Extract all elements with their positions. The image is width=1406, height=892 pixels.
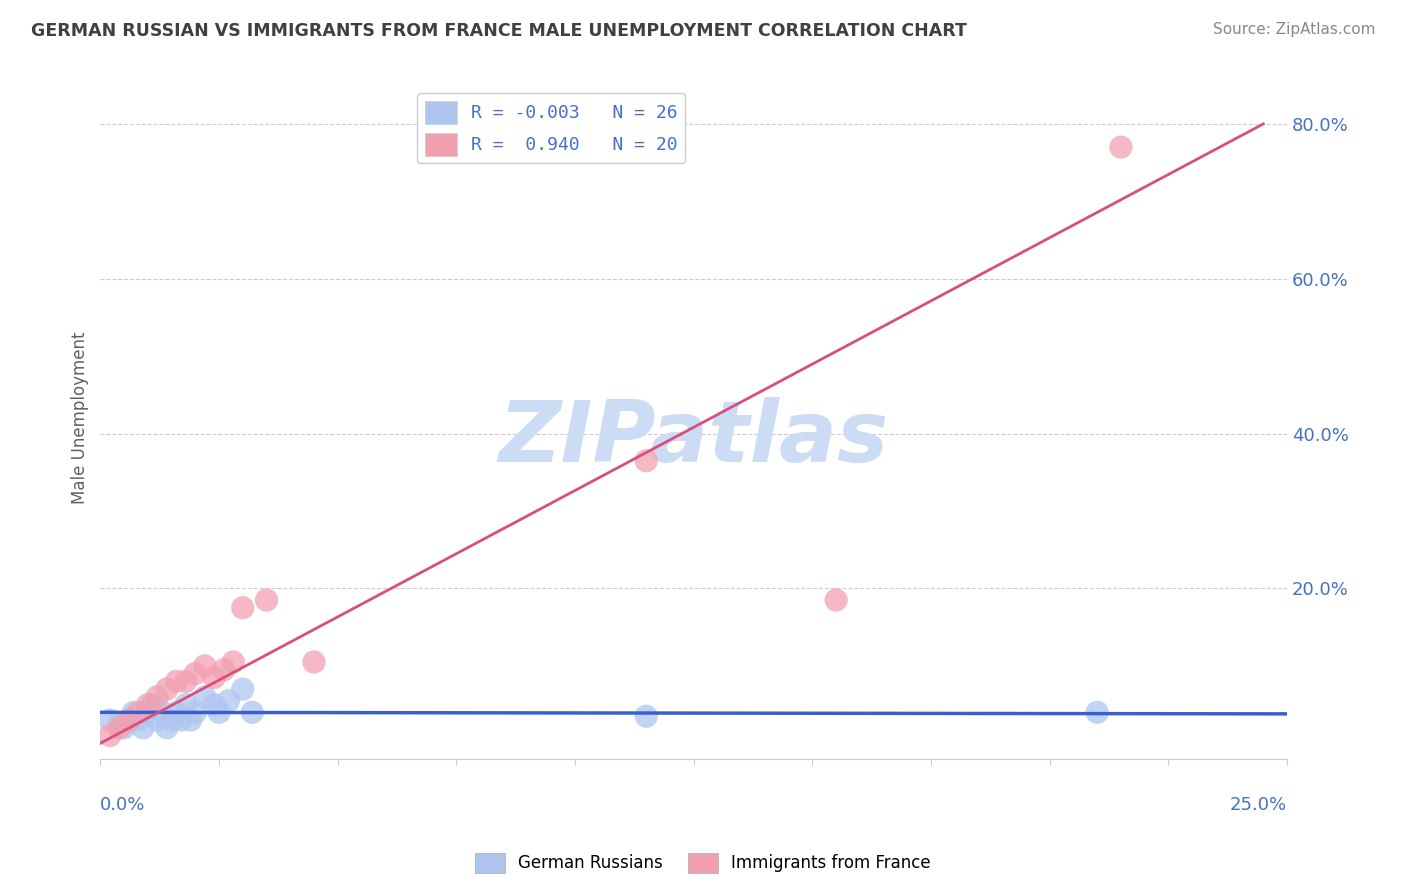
Point: [174, 698, 197, 712]
Y-axis label: Male Unemployment: Male Unemployment: [72, 332, 89, 504]
Point: [136, 698, 159, 712]
Point: [180, 713, 202, 727]
Point: [165, 674, 187, 689]
Point: [825, 593, 848, 607]
Point: [108, 717, 131, 731]
Point: [118, 713, 141, 727]
Point: [132, 721, 155, 735]
Point: [146, 713, 169, 727]
Point: [240, 706, 263, 720]
Point: [156, 721, 179, 735]
Point: [302, 655, 325, 669]
Point: [194, 658, 217, 673]
Point: [212, 663, 235, 677]
Point: [184, 666, 207, 681]
Legend: R = -0.003   N = 26, R =  0.940   N = 20: R = -0.003 N = 26, R = 0.940 N = 20: [418, 94, 685, 163]
Text: Source: ZipAtlas.com: Source: ZipAtlas.com: [1212, 22, 1375, 37]
Point: [202, 698, 225, 712]
Point: [636, 709, 658, 723]
Point: [156, 682, 179, 697]
Point: [232, 600, 254, 615]
Point: [136, 706, 159, 720]
Point: [174, 674, 197, 689]
Text: GERMAN RUSSIAN VS IMMIGRANTS FROM FRANCE MALE UNEMPLOYMENT CORRELATION CHART: GERMAN RUSSIAN VS IMMIGRANTS FROM FRANCE…: [31, 22, 967, 40]
Point: [222, 655, 245, 669]
Point: [98, 729, 121, 743]
Point: [1109, 140, 1132, 154]
Text: ZIPatlas: ZIPatlas: [499, 397, 889, 480]
Point: [112, 721, 135, 735]
Point: [194, 690, 217, 704]
Point: [170, 713, 193, 727]
Point: [108, 721, 131, 735]
Legend: German Russians, Immigrants from France: German Russians, Immigrants from France: [468, 847, 938, 880]
Point: [184, 706, 207, 720]
Point: [256, 593, 278, 607]
Point: [232, 682, 254, 697]
Point: [165, 706, 187, 720]
Text: 0.0%: 0.0%: [100, 797, 146, 814]
Point: [636, 453, 658, 467]
Point: [127, 706, 149, 720]
Point: [208, 706, 231, 720]
Point: [142, 698, 165, 712]
Point: [160, 713, 183, 727]
Point: [202, 671, 225, 685]
Point: [118, 713, 141, 727]
Point: [98, 713, 121, 727]
Text: 25.0%: 25.0%: [1230, 797, 1286, 814]
Point: [127, 713, 149, 727]
Point: [146, 690, 169, 704]
Point: [1085, 706, 1108, 720]
Point: [122, 706, 145, 720]
Point: [150, 706, 173, 720]
Point: [218, 694, 240, 708]
